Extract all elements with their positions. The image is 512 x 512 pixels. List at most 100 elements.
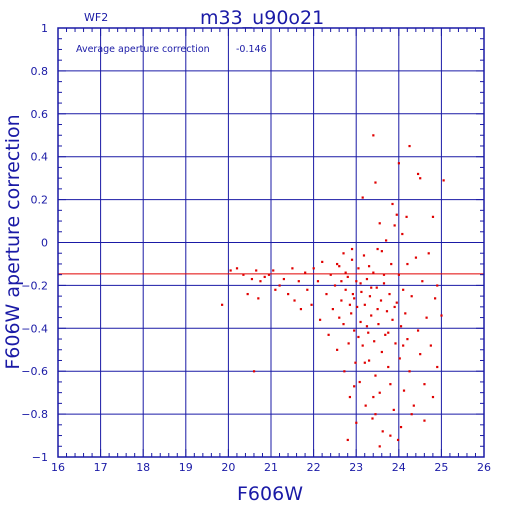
- data-point: [250, 277, 254, 281]
- data-point: [340, 299, 343, 302]
- data-point: [278, 284, 281, 287]
- data-point: [410, 413, 413, 416]
- data-point: [370, 286, 373, 289]
- data-point: [359, 282, 362, 285]
- data-point: [367, 331, 370, 334]
- chart-title: m33_u90o21: [200, 7, 324, 29]
- data-point: [306, 288, 309, 291]
- data-point: [329, 273, 332, 276]
- data-point: [235, 267, 239, 270]
- data-point: [372, 395, 375, 399]
- x-tick-label: 19: [179, 461, 193, 474]
- y-tick-label: 0.4: [31, 151, 49, 164]
- data-point: [367, 265, 371, 268]
- plot-border: [57, 27, 485, 458]
- data-point: [350, 312, 353, 315]
- data-point: [402, 389, 406, 392]
- data-point: [318, 318, 322, 321]
- data-point: [338, 265, 341, 268]
- data-point: [434, 297, 437, 300]
- annotation-value: -0.146: [236, 44, 267, 55]
- data-point: [252, 370, 256, 373]
- data-point: [360, 290, 363, 294]
- data-point: [404, 312, 407, 315]
- data-point: [374, 181, 377, 184]
- data-point: [242, 273, 245, 276]
- y-tick-labels: −1 −0.8 −0.6 −0.4 −0.2 0 0.2 0.4 0.6 0.8 1: [21, 22, 48, 464]
- data-point: [372, 134, 375, 137]
- x-tick-label: 16: [51, 461, 65, 474]
- annotation-text: Average aperture correction: [76, 44, 210, 55]
- data-point: [387, 331, 390, 334]
- data-point: [395, 301, 398, 304]
- data-point: [406, 338, 409, 341]
- data-point: [304, 271, 307, 274]
- data-point: [378, 391, 381, 394]
- data-point: [363, 361, 366, 364]
- x-tick-label: 26: [477, 461, 491, 474]
- data-point: [357, 267, 360, 270]
- data-point: [372, 271, 375, 274]
- data-point: [431, 215, 435, 218]
- data-point: [338, 316, 341, 319]
- y-tick-label: −0.8: [21, 408, 48, 421]
- data-point: [358, 380, 361, 384]
- data-point: [382, 273, 386, 276]
- data-point: [333, 284, 337, 287]
- data-point: [346, 438, 349, 442]
- data-point: [363, 303, 366, 306]
- data-point: [344, 271, 347, 274]
- data-point: [425, 316, 428, 319]
- data-point: [378, 222, 381, 225]
- data-point: [351, 292, 354, 296]
- data-point: [374, 374, 377, 377]
- data-point: [344, 288, 347, 291]
- y-tick-label: −0.4: [21, 322, 48, 335]
- data-point: [316, 280, 320, 283]
- data-point: [229, 269, 232, 272]
- data-point: [389, 434, 392, 437]
- data-point: [353, 297, 356, 300]
- data-point: [353, 329, 356, 332]
- data-point: [408, 370, 411, 373]
- data-point: [374, 413, 377, 416]
- data-point: [382, 282, 386, 285]
- data-point: [287, 292, 290, 296]
- data-point: [391, 202, 394, 206]
- data-point: [340, 280, 343, 283]
- data-point: [221, 303, 224, 306]
- chip-label: WF2: [84, 11, 108, 24]
- data-point: [392, 408, 395, 412]
- data-point: [348, 395, 352, 399]
- data-point: [391, 318, 394, 321]
- data-point: [246, 292, 249, 296]
- data-point: [416, 329, 420, 332]
- data-point: [354, 361, 357, 364]
- data-point: [282, 277, 285, 281]
- data-point: [410, 295, 413, 298]
- data-point: [388, 292, 391, 296]
- data-point: [365, 277, 369, 281]
- data-point: [393, 224, 396, 227]
- y-axis-title: F606W aperture correction: [2, 114, 24, 369]
- data-point: [259, 280, 262, 283]
- data-point: [297, 280, 300, 283]
- data-point: [384, 333, 387, 336]
- x-tick-label: 24: [392, 461, 406, 474]
- y-tick-label: −1: [32, 451, 48, 464]
- x-tick-labels: 16 17 18 19 20 21 22 23 24 25 26: [51, 461, 491, 474]
- data-point: [376, 307, 379, 311]
- data-point: [342, 252, 345, 255]
- data-point: [368, 295, 372, 298]
- data-point: [371, 417, 374, 420]
- data-point: [255, 269, 258, 272]
- data-point: [362, 254, 366, 257]
- data-point: [355, 421, 358, 424]
- x-tick-label: 17: [94, 461, 108, 474]
- data-point: [376, 247, 379, 251]
- data-point: [331, 307, 334, 311]
- data-point: [401, 232, 404, 236]
- data-point: [385, 239, 388, 242]
- data-point: [342, 323, 345, 326]
